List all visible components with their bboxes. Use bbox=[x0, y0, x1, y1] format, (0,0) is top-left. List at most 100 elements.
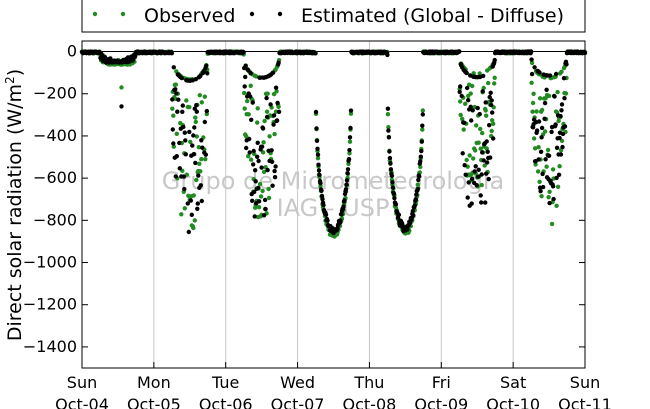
data-point-1-520 bbox=[339, 212, 344, 217]
data-point-1-815 bbox=[486, 176, 491, 182]
legend: Observed Estimated (Global - Diffuse) bbox=[81, 0, 586, 33]
data-point-1-801 bbox=[479, 172, 484, 177]
data-point-1-961 bbox=[559, 108, 564, 113]
data-point-1-221 bbox=[190, 143, 195, 148]
data-point-0-390 bbox=[274, 89, 279, 94]
data-point-1-183 bbox=[171, 141, 176, 146]
data-point-1-237 bbox=[198, 73, 203, 79]
data-point-1-208 bbox=[183, 152, 188, 157]
data-point-1-679 bbox=[418, 154, 423, 159]
data-point-1-919 bbox=[538, 189, 543, 194]
data-point-1-344 bbox=[251, 148, 256, 154]
data-point-1-341 bbox=[250, 198, 255, 203]
data-point-0-902 bbox=[529, 60, 535, 66]
data-point-1-900 bbox=[528, 49, 534, 54]
data-point-1-365 bbox=[261, 213, 267, 218]
data-point-0-953 bbox=[555, 89, 560, 95]
data-point-0-247 bbox=[203, 157, 208, 162]
data-point-1-352 bbox=[255, 140, 260, 145]
data-point-1-184 bbox=[171, 65, 176, 70]
data-point-0-928 bbox=[542, 129, 548, 134]
data-point-0-824 bbox=[491, 121, 496, 127]
data-point-1-951 bbox=[554, 175, 559, 181]
data-point-1-378 bbox=[268, 102, 273, 107]
data-point-1-682 bbox=[420, 123, 425, 128]
data-point-0-914 bbox=[535, 169, 541, 174]
data-point-1-937 bbox=[547, 200, 552, 206]
data-point-1-239 bbox=[199, 138, 204, 143]
data-point-1-478 bbox=[318, 181, 323, 186]
data-point-1-480 bbox=[319, 188, 324, 193]
data-point-1-617 bbox=[387, 155, 393, 161]
data-point-0-223 bbox=[191, 225, 196, 231]
data-point-1-667 bbox=[412, 203, 417, 208]
data-point-0-822 bbox=[490, 118, 495, 123]
data-point-1-824 bbox=[491, 136, 496, 141]
data-point-0-784 bbox=[471, 156, 476, 161]
data-point-1-484 bbox=[321, 202, 326, 208]
data-point-1-971 bbox=[564, 62, 569, 67]
data-point-1-382 bbox=[270, 183, 275, 188]
data-point-1-802 bbox=[480, 150, 485, 155]
data-point-0-355 bbox=[256, 205, 262, 210]
data-point-1-623 bbox=[390, 185, 396, 190]
data-point-0-790 bbox=[474, 123, 479, 128]
data-point-1-936 bbox=[546, 153, 552, 158]
data-point-1-371 bbox=[264, 114, 270, 120]
data-point-1-360 bbox=[259, 165, 264, 170]
data-point-1-805 bbox=[481, 158, 486, 163]
watermark-line1: Grupo de Micrometeorologia bbox=[162, 167, 504, 195]
plot-frame bbox=[81, 40, 586, 369]
watermark-line2: IAG - USP bbox=[277, 194, 390, 222]
y-tick-label-1: −200 bbox=[33, 84, 77, 103]
data-point-1-218 bbox=[188, 198, 193, 203]
data-point-1-763 bbox=[460, 151, 465, 156]
data-point-0-673 bbox=[415, 182, 420, 187]
data-point-1-386 bbox=[272, 168, 277, 174]
data-point-1-794 bbox=[476, 174, 481, 179]
data-point-1-372 bbox=[265, 167, 270, 173]
x-axis: Sun Oct-04 Mon Oct-05 Tue Oct-06 Wed Oct-07 Thu O… bbox=[55, 362, 612, 409]
data-point-0-614 bbox=[386, 125, 391, 130]
data-point-1-676 bbox=[417, 174, 422, 179]
data-point-1-348 bbox=[253, 179, 258, 184]
data-point-1-615 bbox=[386, 135, 392, 140]
data-point-0-798 bbox=[478, 126, 483, 132]
data-point-0-359 bbox=[258, 194, 264, 199]
data-point-1-629 bbox=[393, 202, 399, 207]
y-tick-label-7: −1400 bbox=[23, 337, 77, 356]
data-point-0-375 bbox=[266, 195, 272, 201]
data-point-0-936 bbox=[546, 93, 552, 99]
data-point-1-537 bbox=[347, 135, 353, 140]
data-point-0-325 bbox=[242, 90, 247, 96]
data-point-1-681 bbox=[419, 139, 424, 144]
data-point-0-905 bbox=[531, 91, 536, 97]
data-point-1-188 bbox=[173, 174, 178, 179]
data-point-1-535 bbox=[346, 156, 352, 162]
data-point-1-907 bbox=[532, 65, 537, 70]
data-point-1-201 bbox=[180, 109, 185, 115]
data-point-1-626 bbox=[392, 195, 397, 201]
data-point-1-526 bbox=[342, 198, 347, 203]
data-point-0-215 bbox=[187, 104, 192, 110]
data-point-1-922 bbox=[539, 125, 545, 131]
data-point-1-220 bbox=[189, 212, 194, 217]
data-point-0-217 bbox=[188, 139, 193, 145]
x-tick-label-day-5: Fri bbox=[432, 373, 451, 392]
data-point-0-782 bbox=[470, 83, 475, 89]
data-point-1-613 bbox=[385, 106, 391, 111]
data-point-1-683 bbox=[420, 112, 425, 117]
data-point-1-820 bbox=[489, 102, 494, 108]
data-point-1-347 bbox=[253, 168, 258, 173]
x-tick-label-date-0: Oct-04 bbox=[55, 395, 109, 409]
data-point-1-203 bbox=[181, 124, 186, 130]
data-point-1-927 bbox=[542, 116, 547, 122]
data-point-1-333 bbox=[246, 68, 251, 73]
data-point-1-229 bbox=[194, 103, 199, 108]
data-point-1-664 bbox=[411, 213, 416, 218]
data-point-1-238 bbox=[198, 183, 203, 188]
outlier-point-1-0-0 bbox=[119, 104, 124, 109]
data-point-0-235 bbox=[197, 161, 202, 166]
data-point-0-942 bbox=[549, 221, 555, 227]
data-point-1-791 bbox=[474, 183, 479, 188]
